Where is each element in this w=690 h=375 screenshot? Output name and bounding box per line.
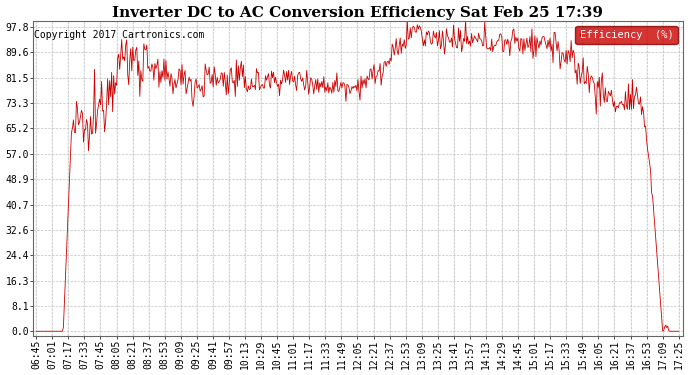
Title: Inverter DC to AC Conversion Efficiency Sat Feb 25 17:39: Inverter DC to AC Conversion Efficiency … bbox=[112, 6, 604, 20]
Text: Copyright 2017 Cartronics.com: Copyright 2017 Cartronics.com bbox=[34, 30, 204, 40]
Legend: Efficiency  (%): Efficiency (%) bbox=[575, 26, 678, 44]
